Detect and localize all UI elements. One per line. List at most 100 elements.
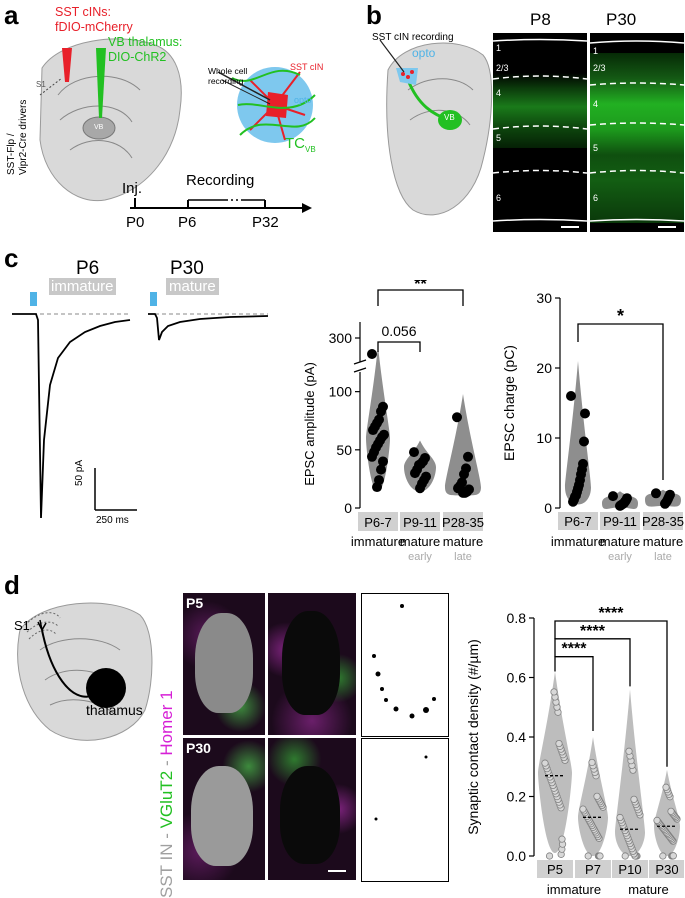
data-point <box>651 488 661 499</box>
trace-p30 <box>148 313 269 341</box>
channel-legend-vglut: VGluT2 <box>157 770 176 829</box>
data-point <box>662 783 670 791</box>
inj-label: Inj. <box>122 180 143 197</box>
data-point <box>558 835 566 843</box>
panel-a-diagram <box>39 38 316 213</box>
red-pipette <box>62 48 72 82</box>
data-point <box>368 425 378 436</box>
y-tick-label: 100 <box>329 384 353 400</box>
trace-p30-title: P30 <box>170 258 204 279</box>
micro-p5-merge: P5 <box>183 593 265 735</box>
micrograph-p30: 1 2/3 4 5 6 <box>590 33 684 232</box>
data-point <box>452 412 462 423</box>
vb-label-1: VB thalamus: <box>108 35 183 49</box>
data-point <box>555 739 563 748</box>
y-axis-label: EPSC charge (pC) <box>501 345 517 461</box>
data-point <box>580 408 590 419</box>
channel-legend-homer: Homer 1 <box>157 690 176 756</box>
sig-bracket-1 <box>554 656 594 732</box>
sig-bracket-ns <box>377 341 421 352</box>
sig-label-1: **** <box>562 641 588 658</box>
driver-label-2: Vipr2-Cre drivers <box>18 99 29 175</box>
data-point <box>463 451 473 462</box>
whole-cell-label-1: Whole cell <box>208 66 248 76</box>
data-point <box>410 468 420 479</box>
data-point <box>409 447 419 458</box>
chart-epsc-charge: 0 10 20 30 EPSC charge (pC) P6-7 P9-11 P28-35 im… <box>501 290 684 563</box>
data-point <box>660 498 670 509</box>
data-point <box>550 688 558 696</box>
category-subsublabel: early <box>408 551 432 563</box>
micrograph-p8: 1 2/3 4 5 6 <box>493 33 587 232</box>
data-point <box>376 464 386 475</box>
category-sublabel: mature <box>443 534 483 549</box>
data-point <box>372 482 382 493</box>
sig-bracket-charge <box>577 323 664 480</box>
timeline-p0: P0 <box>126 214 145 231</box>
panel-label-a: a <box>4 0 19 30</box>
p8-title: P8 <box>530 10 551 29</box>
category-sublabel: immature <box>351 534 405 549</box>
opto-label-a: opto <box>294 95 312 105</box>
violin-p30 <box>654 769 680 856</box>
y-tick-label: 0.2 <box>507 789 527 805</box>
category-sublabel: mature <box>600 534 640 549</box>
timeline-p6: P6 <box>178 214 197 231</box>
vb-label-b: VB <box>444 113 455 122</box>
data-point <box>376 406 386 417</box>
category-sublabel: mature <box>643 534 683 549</box>
opto-pulse-p30 <box>150 292 157 306</box>
group-label-mature: mature <box>628 882 668 897</box>
category-band <box>537 860 573 878</box>
y-tick-label: 300 <box>329 330 353 346</box>
data-point <box>625 747 633 755</box>
axis-break-mark <box>353 359 367 365</box>
violin-p10 <box>615 689 645 856</box>
p30-title-b: P30 <box>606 10 637 29</box>
data-point <box>615 500 625 511</box>
trace-p6 <box>12 313 131 519</box>
s1-label-d: S1 <box>14 618 30 633</box>
data-point <box>669 852 677 860</box>
y-tick-label: 0 <box>344 500 352 516</box>
sig-bracket-amp <box>377 289 464 306</box>
data-point <box>588 758 596 767</box>
category-label: P6-7 <box>564 514 591 529</box>
layer-p8-6: 6 <box>496 193 502 203</box>
layer-p30-4: 4 <box>593 99 599 109</box>
axis-break-mark <box>353 367 367 373</box>
violin-p7 <box>578 737 608 856</box>
sst-label-2: fDIO-mCherry <box>55 20 133 34</box>
micro-p30-merge: P30 <box>183 738 265 880</box>
sig-label-amp: ** <box>414 280 427 293</box>
category-label: P5 <box>547 862 563 877</box>
sst-label-1: SST cINs: <box>55 5 112 19</box>
whole-cell-label-2: recording <box>208 76 244 86</box>
timeline-p32: P32 <box>252 214 279 231</box>
channel-legend-sep2: - <box>157 755 176 771</box>
category-band <box>643 512 683 530</box>
layer-p8-5: 5 <box>496 133 502 143</box>
category-label: P10 <box>618 862 641 877</box>
category-band <box>358 512 398 531</box>
data-point <box>608 491 618 502</box>
data-point <box>579 805 587 813</box>
data-point <box>458 487 468 498</box>
category-label: P28-35 <box>442 515 484 530</box>
y-axis-label: EPSC amplitude (pA) <box>302 362 317 486</box>
data-point <box>415 483 425 494</box>
data-point <box>630 795 638 803</box>
category-band <box>443 512 483 531</box>
vb-label-2: DIO-ChR2 <box>108 50 167 64</box>
brain-section-a <box>39 38 182 202</box>
s1-label-a: S1 <box>36 80 46 89</box>
green-pipette <box>96 48 106 118</box>
data-point <box>545 852 554 860</box>
category-subsublabel: late <box>654 551 672 563</box>
trace-p6-title: P6 <box>76 258 100 279</box>
category-label: P30 <box>655 862 678 877</box>
data-point <box>616 813 624 822</box>
data-point <box>621 852 629 860</box>
category-label: P6-7 <box>364 515 391 530</box>
data-point <box>378 456 388 467</box>
